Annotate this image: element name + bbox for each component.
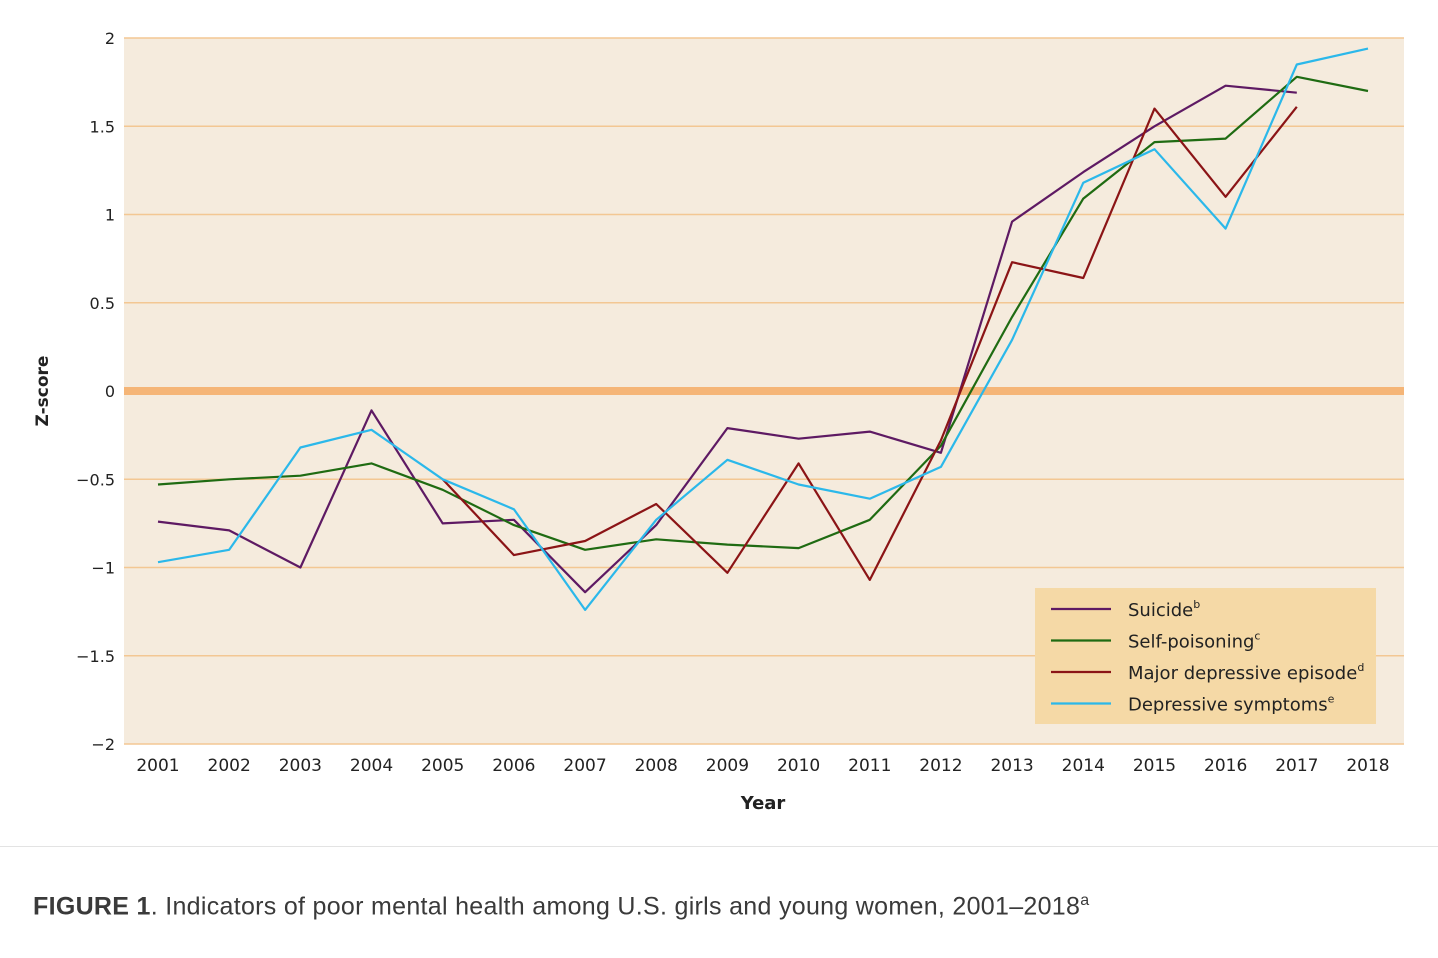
y-tick-label: 0.5 [90,294,115,313]
legend-footnote: d [1357,661,1364,674]
y-tick-label: −2 [91,735,115,754]
caption-footnote: a [1080,892,1090,909]
y-tick-label: 2 [105,29,115,48]
legend-footnote: c [1254,630,1260,643]
x-tick-label: 2018 [1346,756,1389,776]
y-axis-label: Z-score [33,356,53,427]
x-tick-label: 2008 [635,756,678,776]
series-line-depressive-symptoms [157,47,1369,612]
legend: Suicideb Self-poisoningc Major depressive … [1035,588,1376,724]
y-tick-label: −1 [91,559,115,578]
y-axis-ticks: 2 1.5 1 0.5 0 −0.5 −1 −1.5 −2 [76,29,115,754]
legend-footnote: b [1193,598,1200,611]
divider [0,846,1438,847]
legend-label-text: Depressive symptoms [1128,695,1328,716]
x-tick-label: 2010 [777,756,820,776]
y-tick-label: 1 [105,206,115,225]
x-tick-label: 2001 [136,756,179,776]
x-tick-label: 2009 [706,756,749,776]
x-axis-ticks: 2001 2002 2003 2004 2005 2006 2007 2008 2009 2010… [136,756,1389,776]
legend-footnote: e [1328,693,1335,706]
x-tick-label: 2004 [350,756,393,776]
y-tick-label: −1.5 [76,647,115,666]
line-chart: 21.510.50−0.5−1−1.5−2 2001 2002 2003 2004 20… [33,29,1404,814]
x-tick-label: 2011 [848,756,891,776]
x-tick-label: 2006 [492,756,535,776]
zero-line [124,387,1404,395]
series-line-self-poisoning [157,75,1369,551]
x-tick-label: 2012 [919,756,962,776]
legend-label-text: Self-poisoning [1128,632,1254,653]
figure-caption: FIGURE 1. Indicators of poor mental heal… [33,892,1089,921]
legend-label: Major depressive episoded [1128,661,1364,684]
x-tick-label: 2017 [1275,756,1318,776]
x-tick-label: 2016 [1204,756,1247,776]
legend-label: Self-poisoningc [1128,630,1260,653]
x-tick-label: 2014 [1062,756,1105,776]
x-axis-label: Year [740,793,786,814]
legend-label-text: Suicide [1128,600,1193,621]
series-line-major-depressive-episode [441,106,1298,582]
y-tick-label: 0 [105,382,115,401]
y-tick-label: 1.5 [90,117,115,136]
x-tick-label: 2007 [563,756,606,776]
y-tick-label: −0.5 [76,470,115,489]
x-tick-label: 2002 [208,756,251,776]
legend-label: Depressive symptomse [1128,693,1335,716]
caption-text: . Indicators of poor mental health among… [150,892,1081,921]
legend-box [1035,588,1376,724]
series-lines [157,47,1369,612]
x-tick-label: 2013 [990,756,1033,776]
series-line-suicide [157,84,1297,594]
x-tick-label: 2003 [279,756,322,776]
caption-label: FIGURE 1 [33,892,151,921]
x-tick-label: 2005 [421,756,464,776]
legend-label-text: Major depressive episode [1128,663,1357,684]
x-tick-label: 2015 [1133,756,1176,776]
legend-label: Suicideb [1128,598,1200,621]
